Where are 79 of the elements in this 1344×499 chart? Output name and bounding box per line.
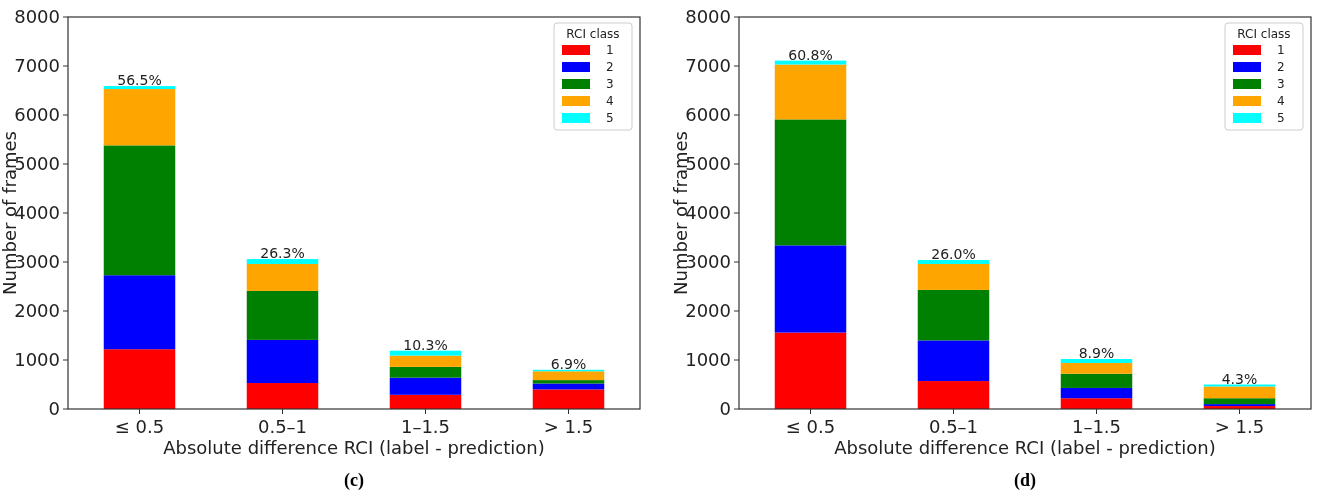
bar — [532, 371, 605, 381]
y-tick-label: 7000 — [685, 55, 731, 77]
legend-label: 3 — [606, 77, 614, 92]
y-tick-label: 1000 — [685, 349, 731, 371]
bar — [389, 366, 462, 378]
bar — [103, 145, 176, 276]
y-tick-label: 6000 — [14, 104, 60, 126]
bar — [1060, 373, 1133, 388]
annotation: 56.5% — [117, 72, 162, 89]
x-tick-label: ≤ 0.5 — [114, 416, 165, 437]
bar — [103, 86, 176, 90]
bar — [1060, 362, 1133, 374]
annotation: 60.8% — [788, 46, 833, 63]
x-axis-title: Absolute difference RCI (label - prediction) — [834, 437, 1216, 458]
legend-label: 2 — [606, 60, 614, 75]
annotation: 4.3% — [1221, 370, 1258, 387]
x-tick-label: > 1.5 — [1214, 416, 1265, 437]
y-tick-label: 0 — [719, 398, 731, 420]
bar — [1060, 387, 1133, 399]
annotation: 26.0% — [931, 246, 976, 263]
bar — [532, 389, 605, 409]
y-tick-label: 2000 — [14, 300, 60, 322]
bar — [917, 381, 990, 409]
bar — [532, 380, 605, 384]
bar — [774, 119, 847, 246]
annotation: 26.3% — [260, 245, 305, 262]
annotation: 10.3% — [403, 336, 448, 353]
y-tick-label: 0 — [48, 398, 60, 420]
legend-label: 4 — [1277, 94, 1285, 109]
text: (d) — [1014, 470, 1036, 491]
bar — [103, 275, 176, 350]
bar — [774, 60, 847, 65]
x-tick-label: 0.5–1 — [928, 416, 979, 437]
bar — [774, 64, 847, 120]
bar — [246, 339, 319, 384]
legend-label: 1 — [1277, 43, 1285, 58]
x-tick-label: > 1.5 — [543, 416, 594, 437]
x-axis-title: Absolute difference RCI (label - prediction) — [163, 437, 545, 458]
legend-label: 3 — [1277, 77, 1285, 92]
y-tick-label: 7000 — [14, 55, 60, 77]
y-tick-label: 2000 — [685, 300, 731, 322]
y-tick-label: 1000 — [14, 349, 60, 371]
y-tick-label: 8000 — [685, 6, 731, 28]
bar — [1060, 398, 1133, 409]
bar — [246, 263, 319, 291]
bar — [774, 332, 847, 409]
bar — [389, 394, 462, 409]
x-tick-label: 1–1.5 — [400, 416, 451, 437]
bar — [389, 350, 462, 356]
x-tick-label: ≤ 0.5 — [785, 416, 836, 437]
bar — [389, 355, 462, 367]
legend-label: 2 — [1277, 60, 1285, 75]
bar — [246, 383, 319, 409]
bar — [1203, 398, 1276, 405]
y-tick-label: 8000 — [14, 6, 60, 28]
bar — [246, 290, 319, 340]
annotation: 6.9% — [550, 355, 587, 372]
y-tick-label: 6000 — [685, 104, 731, 126]
legend-label: 4 — [606, 94, 614, 109]
annotation: 8.9% — [1078, 345, 1115, 362]
x-tick-label: 1–1.5 — [1071, 416, 1122, 437]
bar — [1060, 359, 1133, 363]
legend-title: RCI class — [566, 27, 620, 41]
bar — [1203, 386, 1276, 399]
bar — [774, 245, 847, 333]
text: (c) — [344, 470, 364, 491]
bar — [246, 259, 319, 264]
legend-title: RCI class — [1237, 27, 1291, 41]
bar — [103, 349, 176, 409]
bar — [917, 289, 990, 341]
bar — [389, 377, 462, 395]
bar — [917, 340, 990, 382]
legend-label: 5 — [1277, 111, 1285, 126]
bar — [917, 263, 990, 290]
bar — [103, 89, 176, 146]
x-tick-label: 0.5–1 — [257, 416, 308, 437]
bar — [917, 260, 990, 264]
legend-label: 1 — [606, 43, 614, 58]
legend-label: 5 — [606, 111, 614, 126]
